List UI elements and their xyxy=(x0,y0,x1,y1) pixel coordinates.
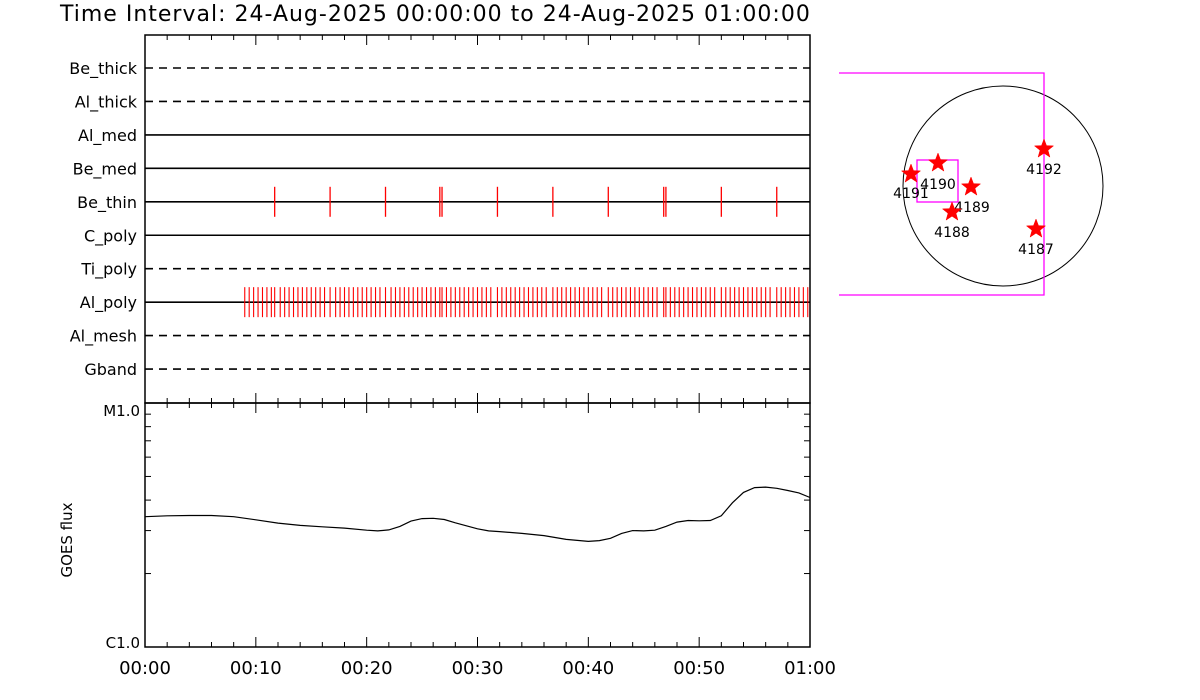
x-tick-label: 00:40 xyxy=(562,658,614,679)
active-region-star xyxy=(900,163,922,183)
active-region-star xyxy=(1033,138,1055,158)
active-region-star xyxy=(927,152,949,172)
x-tick-label: 00:30 xyxy=(452,658,504,679)
field-of-view-box xyxy=(839,72,1045,296)
x-tick-label: 00:50 xyxy=(673,658,725,679)
track-label: Al_thick xyxy=(75,92,138,112)
active-region-label: 4191 xyxy=(893,186,929,202)
track-label: Al_med xyxy=(78,126,137,146)
flux-frame xyxy=(144,402,811,648)
active-region-star xyxy=(1025,218,1047,238)
track-label: Gband xyxy=(84,360,137,379)
active-region-star xyxy=(960,176,982,196)
track-label: Be_med xyxy=(73,159,137,179)
active-region-label: 4188 xyxy=(934,225,970,241)
time-axis: 00:00 00:10 00:20 00:30 00:40 00:50 01:00 xyxy=(119,35,836,679)
x-tick-label: 00:20 xyxy=(341,658,393,679)
x-tick-label: 01:00 xyxy=(784,658,836,679)
active-region-label: 4189 xyxy=(954,200,990,216)
goes-flux-curve xyxy=(144,486,811,543)
y-axis-label: GOES flux xyxy=(58,502,76,577)
track-label: Al_mesh xyxy=(70,327,137,347)
y-tick-label-top: M1.0 xyxy=(103,402,140,420)
goes-flux-panel: M1.0 C1.0 GOES flux xyxy=(58,402,811,652)
x-tick-label: 00:00 xyxy=(119,658,171,679)
time-interval-title: Time Interval: 24-Aug-2025 00:00:00 to 2… xyxy=(60,2,811,27)
x-tick-label: 00:10 xyxy=(230,658,282,679)
timeline-frame xyxy=(144,34,811,404)
active-region-label: 4187 xyxy=(1018,242,1054,258)
timeline-panel: Be_thick Al_thick Al_med Be_med Be_thin C_pol… xyxy=(69,34,811,404)
track-label: Al_poly xyxy=(80,293,137,313)
track-label: Ti_poly xyxy=(80,260,137,280)
track-label: Be_thin xyxy=(77,193,137,213)
track-label: Be_thick xyxy=(69,59,137,79)
active-region-label: 4192 xyxy=(1026,162,1062,178)
active-region-star xyxy=(941,201,963,221)
solar-disk-outline xyxy=(902,85,1104,287)
track-label: C_poly xyxy=(84,226,137,246)
active-region-label: 4190 xyxy=(920,177,956,193)
y-tick-label-bottom: C1.0 xyxy=(106,634,140,652)
